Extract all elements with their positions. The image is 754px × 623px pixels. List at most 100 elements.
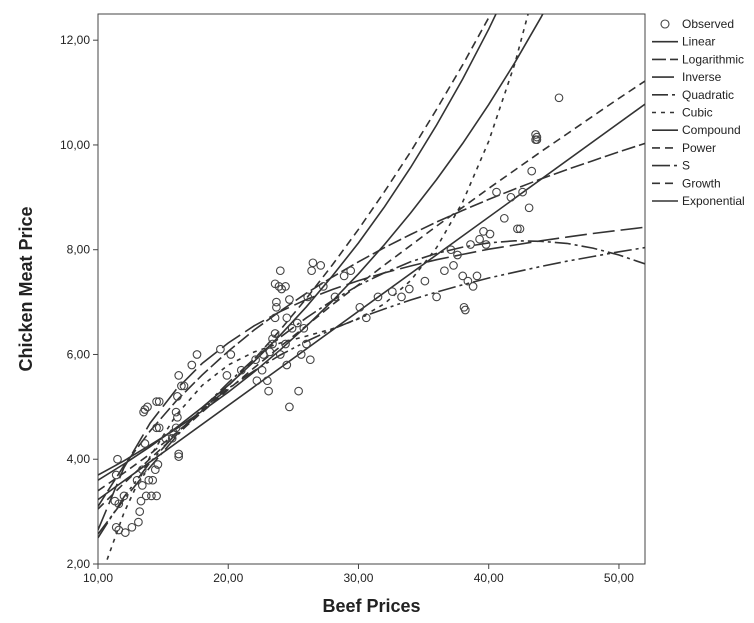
- observed-point: [554, 93, 564, 103]
- legend-label: Linear: [682, 35, 715, 49]
- legend-item-compound: Compound: [652, 123, 741, 137]
- observed-point: [499, 213, 509, 223]
- observed-point: [257, 365, 267, 375]
- fit-line-compound: [98, 14, 497, 481]
- observed-point: [268, 339, 277, 349]
- x-axis: 10,00 20,00 30,00 40,00 50,00: [83, 564, 634, 585]
- fit-line-s: [98, 246, 645, 539]
- observed-point: [449, 261, 458, 270]
- legend-item-power: Power: [652, 141, 716, 155]
- observed-point: [397, 292, 406, 302]
- observed-point: [532, 132, 542, 142]
- legend-item-growth: Growth: [652, 176, 721, 190]
- observed-point: [275, 266, 285, 276]
- observed-point: [305, 355, 315, 365]
- observed-point: [460, 305, 470, 315]
- observed-point: [463, 276, 473, 286]
- observed-point: [458, 271, 468, 281]
- legend-label: Compound: [682, 123, 741, 137]
- observed-point: [281, 339, 290, 349]
- legend-item-cubic: Cubic: [652, 106, 713, 120]
- observed-point: [114, 499, 124, 509]
- observed-point: [446, 245, 456, 255]
- observed-point: [387, 287, 397, 296]
- y-axis: 2,00 4,00 6,00 8,00 10,00 12,00: [60, 33, 98, 571]
- observed-point: [453, 250, 462, 260]
- observed-point: [174, 452, 184, 461]
- observed-point: [132, 475, 142, 485]
- observed-point: [492, 187, 501, 197]
- observed-point: [506, 192, 516, 202]
- legend-item-linear: Linear: [652, 35, 715, 49]
- observed-point: [468, 282, 478, 291]
- observed-point: [141, 491, 151, 501]
- legend-item-exponential: Exponential: [652, 194, 745, 208]
- observed-point: [169, 428, 178, 438]
- observed-point: [296, 350, 306, 359]
- observed-point: [404, 284, 414, 294]
- observed-point: [272, 302, 281, 312]
- x-tick-label: 50,00: [604, 571, 634, 585]
- observed-point: [432, 292, 441, 302]
- plot-frame: [97, 13, 646, 565]
- observed-point: [270, 279, 280, 289]
- legend-item-s: S: [652, 159, 690, 173]
- observed-point: [113, 454, 122, 464]
- legend-item-logarithmic: Logarithmic: [652, 52, 744, 66]
- observed-point: [140, 405, 150, 414]
- observed-point: [216, 344, 225, 354]
- x-axis-title: Beef Prices: [322, 596, 420, 616]
- observed-point: [137, 465, 147, 475]
- fit-line-cubic: [104, 14, 529, 564]
- observed-point: [281, 282, 290, 291]
- legend-label: Quadratic: [682, 88, 734, 102]
- observed-point: [173, 412, 182, 422]
- observed-point: [154, 397, 164, 406]
- observed-point: [282, 360, 292, 370]
- observed-point: [287, 323, 297, 333]
- observed-point: [318, 282, 328, 291]
- observed-point: [187, 360, 197, 370]
- legend-item-observed: Observed: [660, 17, 734, 31]
- observed-point: [466, 240, 475, 249]
- observed-point: [135, 507, 145, 516]
- observed-point: [346, 266, 356, 276]
- observed-point: [143, 402, 152, 412]
- observed-point: [272, 297, 281, 307]
- observed-points: [110, 93, 564, 537]
- observed-point: [527, 166, 537, 176]
- observed-point: [152, 397, 161, 406]
- observed-point: [518, 187, 527, 197]
- observed-point: [152, 491, 161, 501]
- legend-label: Observed: [682, 17, 734, 31]
- legend: Observed Linear Logarithmic Inverse Quadrati…: [652, 17, 745, 208]
- x-tick-label: 10,00: [83, 571, 113, 585]
- observed-point: [127, 522, 137, 532]
- observed-point: [308, 258, 318, 268]
- y-tick-label: 8,00: [67, 243, 91, 257]
- observed-point: [167, 433, 177, 443]
- observed-point: [485, 229, 495, 239]
- observed-point: [119, 491, 129, 501]
- y-tick-label: 10,00: [60, 138, 90, 152]
- legend-label: S: [682, 159, 690, 173]
- observed-point: [120, 528, 130, 537]
- observed-point: [171, 423, 181, 433]
- observed-point: [513, 224, 522, 234]
- observed-point: [161, 433, 171, 443]
- observed-point: [226, 350, 236, 359]
- observed-point: [259, 350, 268, 359]
- observed-point: [111, 470, 121, 480]
- observed-point: [264, 386, 273, 396]
- observed-point: [299, 323, 309, 333]
- observed-point: [252, 376, 262, 386]
- legend-label: Logarithmic: [682, 52, 744, 66]
- observed-point: [515, 224, 525, 234]
- observed-point: [152, 423, 161, 433]
- observed-point: [373, 292, 383, 302]
- y-tick-label: 12,00: [60, 33, 90, 47]
- observed-point: [144, 475, 154, 485]
- observed-point: [140, 439, 150, 448]
- observed-point: [153, 460, 163, 469]
